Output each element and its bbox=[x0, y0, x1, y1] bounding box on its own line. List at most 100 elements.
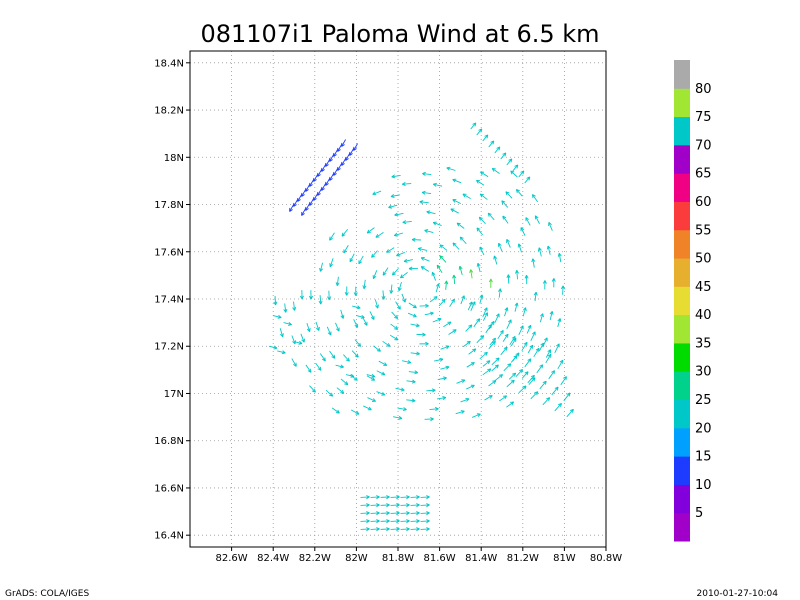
wind-vector bbox=[531, 258, 536, 268]
wind-vector bbox=[406, 398, 416, 403]
wind-vector bbox=[551, 386, 559, 396]
wind-vector bbox=[502, 333, 509, 342]
wind-vector bbox=[327, 290, 332, 300]
wind-vector bbox=[305, 184, 310, 192]
wind-vector bbox=[410, 351, 420, 356]
wind-vector bbox=[426, 210, 436, 215]
wind-vector bbox=[381, 290, 386, 300]
wind-vector bbox=[335, 364, 344, 369]
wind-vector bbox=[362, 279, 367, 290]
wind-vector bbox=[560, 376, 567, 386]
x-tick-label: 81W bbox=[553, 553, 576, 564]
colorbar-segment bbox=[674, 258, 690, 287]
wind-vector bbox=[370, 495, 380, 500]
wind-vector bbox=[452, 242, 460, 250]
wind-vector bbox=[476, 128, 483, 136]
wind-vector bbox=[402, 360, 412, 365]
wind-vector bbox=[432, 317, 442, 323]
wind-vector bbox=[450, 208, 459, 214]
wind-vector bbox=[335, 276, 340, 286]
wind-vector bbox=[390, 511, 400, 516]
wind-vector bbox=[439, 244, 448, 251]
wind-vector bbox=[420, 503, 430, 508]
wind-vector bbox=[485, 324, 492, 334]
wind-vector bbox=[431, 271, 437, 281]
colorbar-label: 30 bbox=[695, 365, 712, 380]
wind-vector bbox=[315, 362, 322, 371]
colorbar-label: 55 bbox=[695, 223, 712, 238]
wind-vector bbox=[341, 139, 346, 147]
wind-vector bbox=[479, 351, 488, 360]
wind-vector bbox=[488, 340, 496, 350]
wind-vector bbox=[371, 250, 378, 258]
wind-vector bbox=[533, 347, 540, 358]
wind-vector bbox=[420, 257, 430, 262]
wind-vector bbox=[476, 262, 481, 273]
y-tick-label: 17.2N bbox=[154, 342, 184, 353]
wind-vector bbox=[349, 148, 354, 156]
wind-vector bbox=[433, 182, 443, 187]
wind-vector bbox=[360, 495, 370, 500]
wind-vector bbox=[329, 232, 335, 241]
wind-vector bbox=[452, 274, 457, 285]
wind-vector bbox=[524, 358, 532, 368]
wind-vector bbox=[345, 153, 350, 161]
wind-vector bbox=[411, 237, 422, 242]
wind-vector bbox=[378, 360, 388, 366]
wind-vector bbox=[506, 401, 515, 408]
wind-vector bbox=[458, 265, 463, 276]
wind-vector bbox=[514, 302, 519, 312]
wind-vector bbox=[420, 266, 429, 272]
wind-vector bbox=[397, 281, 402, 292]
wind-vector bbox=[493, 255, 498, 265]
wind-vector bbox=[391, 268, 399, 276]
wind-vector bbox=[358, 255, 364, 265]
wind-vector bbox=[462, 340, 471, 348]
wind-vector bbox=[319, 262, 324, 272]
wind-vector bbox=[374, 299, 379, 309]
wind-vector bbox=[370, 519, 380, 524]
wind-vector bbox=[473, 318, 481, 328]
y-tick-label: 18N bbox=[164, 153, 184, 164]
colorbar-label: 65 bbox=[695, 167, 712, 182]
wind-vector bbox=[389, 284, 394, 294]
wind-vector bbox=[436, 396, 447, 400]
colorbar-label: 75 bbox=[695, 110, 712, 125]
wind-vector bbox=[528, 377, 536, 385]
wind-vector bbox=[402, 181, 412, 186]
x-tick-label: 81.2W bbox=[507, 553, 539, 564]
wind-vector bbox=[478, 216, 486, 225]
wind-vector bbox=[400, 511, 410, 516]
wind-vector bbox=[390, 519, 400, 524]
y-tick-label: 16.8N bbox=[154, 436, 184, 447]
y-tick-label: 17.4N bbox=[154, 295, 184, 306]
wind-vector bbox=[360, 527, 370, 532]
wind-vector bbox=[470, 301, 476, 311]
wind-vector bbox=[479, 294, 484, 304]
wind-vector bbox=[527, 374, 535, 384]
colorbar-label: 50 bbox=[695, 252, 712, 267]
wind-vector bbox=[394, 212, 404, 217]
wind-vector bbox=[435, 283, 440, 293]
colorbar-segment bbox=[674, 201, 690, 231]
wind-vector bbox=[360, 511, 370, 516]
wind-vector bbox=[503, 363, 512, 372]
wind-vector bbox=[449, 298, 455, 307]
wind-vector bbox=[524, 274, 529, 285]
colorbar-segment bbox=[674, 399, 690, 429]
wind-vector bbox=[375, 232, 384, 238]
wind-vector bbox=[484, 395, 493, 401]
wind-vector bbox=[500, 346, 508, 356]
colorbar-segment bbox=[674, 342, 690, 372]
wind-vector bbox=[491, 357, 500, 366]
wind-vector bbox=[389, 334, 399, 341]
colorbar-segment bbox=[674, 314, 690, 344]
wind-vector bbox=[566, 408, 574, 418]
wind-vector bbox=[386, 247, 395, 253]
wind-vector bbox=[482, 360, 491, 367]
wind-vector bbox=[333, 168, 338, 176]
colorbar-label: 35 bbox=[695, 336, 712, 351]
wind-vector bbox=[520, 227, 526, 236]
wind-vector bbox=[283, 321, 292, 326]
wind-vector bbox=[391, 311, 399, 320]
